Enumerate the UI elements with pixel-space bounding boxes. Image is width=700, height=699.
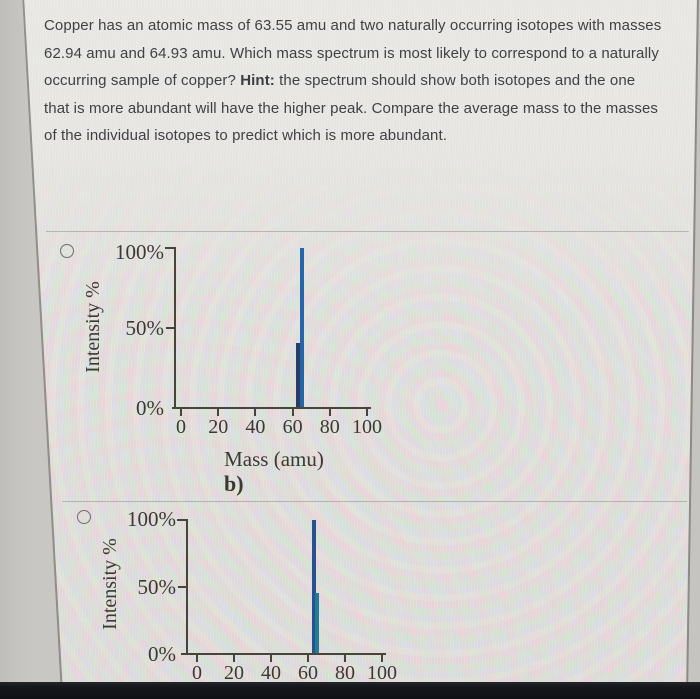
- x-axis-tick: [366, 409, 368, 416]
- x-tick-label: 40: [261, 662, 281, 684]
- x-axis: [181, 653, 386, 655]
- x-tick-label: 0: [192, 662, 202, 684]
- y-tick-label-0: 0%: [148, 642, 176, 666]
- y-tick-label-50: 50%: [137, 574, 177, 599]
- x-axis-tick: [381, 655, 383, 662]
- x-tick-label: 80: [335, 662, 355, 684]
- y-tick-label-100: 100%: [115, 240, 164, 264]
- mass-peak-bar: [296, 343, 301, 407]
- option-1-radio[interactable]: [60, 244, 74, 258]
- x-tick-label: 20: [224, 662, 244, 684]
- chart-caption: b): [224, 471, 244, 496]
- mass-peak-bar: [299, 248, 304, 407]
- screen-bottom-bezel: [0, 682, 700, 699]
- x-tick-label: 100: [367, 662, 397, 684]
- mass-peak-bar: [311, 520, 316, 653]
- x-axis-tick: [270, 655, 272, 662]
- y-tick-label-0: 0%: [136, 396, 164, 420]
- option-divider-middle: [62, 501, 687, 502]
- mass-peak-bar: [315, 593, 320, 653]
- question-part2: the spectrum should show both isotopes a…: [44, 72, 659, 144]
- option-2-radio[interactable]: [77, 510, 91, 524]
- y-axis-title: Intensity %: [82, 281, 104, 373]
- x-tick-label: 0: [176, 416, 186, 438]
- x-axis-tick: [180, 409, 182, 416]
- x-axis-tick: [233, 655, 235, 662]
- mass-spectrum-chart-2: 100% 50% 0% Intensity % 0 20 40 60 80 100: [99, 508, 397, 684]
- x-axis-tick: [291, 409, 294, 416]
- question-hint-label: Hint:: [240, 72, 275, 89]
- y-tick-50: [166, 326, 174, 329]
- x-axis: [172, 407, 371, 409]
- option-divider-top: [46, 231, 689, 232]
- y-axis: [186, 519, 188, 654]
- y-tick-50: [178, 585, 186, 588]
- x-tick-label: 100: [352, 416, 382, 438]
- y-tick-100: [177, 519, 186, 521]
- y-tick-100: [165, 247, 174, 249]
- x-tick-label: 20: [208, 416, 229, 438]
- x-axis-tick: [196, 655, 198, 662]
- y-axis-title: Intensity %: [99, 538, 121, 630]
- x-axis-tick: [217, 409, 220, 416]
- y-tick-label-100: 100%: [127, 507, 176, 531]
- y-tick-label-50: 50%: [125, 315, 165, 340]
- x-axis-title: Mass (amu): [224, 447, 324, 471]
- question-part1: Copper has an atomic mass of 63.55 amu a…: [44, 17, 662, 89]
- question-text: Copper has an atomic mass of 63.55 amu a…: [44, 12, 662, 150]
- x-tick-label: 80: [319, 416, 340, 438]
- x-tick-label: 40: [245, 416, 266, 438]
- x-tick-label: 60: [282, 416, 303, 438]
- x-axis-tick: [254, 409, 257, 416]
- x-axis-tick: [344, 655, 346, 662]
- x-tick-label: 60: [298, 662, 318, 684]
- x-axis-tick: [328, 409, 331, 416]
- y-axis: [174, 247, 176, 408]
- x-axis-tick: [307, 655, 309, 662]
